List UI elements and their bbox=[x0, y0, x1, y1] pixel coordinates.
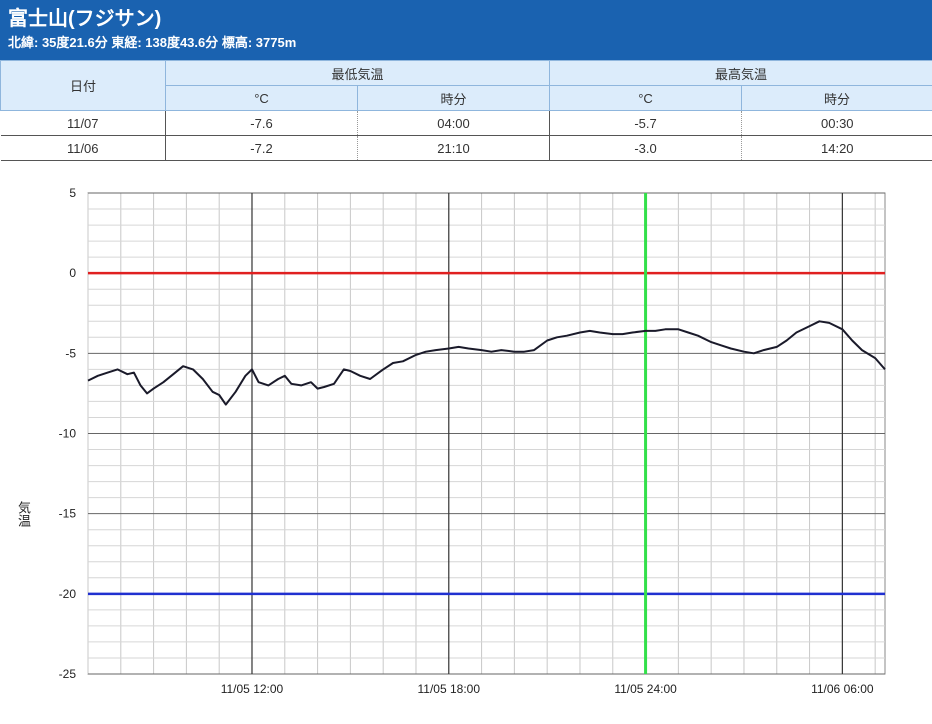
station-header: 富士山(フジサン) 北緯: 35度21.6分 東経: 138度43.6分 標高:… bbox=[0, 0, 932, 60]
row-min-time: 04:00 bbox=[356, 110, 550, 136]
row-min-temp: -7.6 bbox=[165, 110, 358, 136]
station-title: 富士山(フジサン) bbox=[8, 8, 162, 30]
chart-svg: 5 0 -5 -10 -15 -20 -25 11/05 12:00 11/05 18:00 11… bbox=[59, 186, 886, 696]
y-tick-label: -15 bbox=[59, 507, 77, 521]
max-time-header: 時分 bbox=[741, 85, 932, 111]
row-max-temp: -5.7 bbox=[549, 110, 742, 136]
x-tick-label: 11/05 18:00 bbox=[418, 682, 481, 696]
table-row: 11/06 -7.2 21:10 -3.0 14:20 bbox=[0, 135, 932, 161]
row-max-temp: -3.0 bbox=[549, 135, 742, 161]
row-max-time: 00:30 bbox=[741, 110, 932, 136]
y-tick-label: 0 bbox=[69, 266, 76, 280]
y-tick-label: 5 bbox=[69, 186, 76, 200]
row-date: 11/06 bbox=[0, 135, 166, 161]
temperature-chart: 気温 5 0 -5 -10 -15 -20 -25 11/05 12:00 11/05 18:0… bbox=[0, 161, 932, 719]
x-tick-label: 11/06 06:00 bbox=[811, 682, 874, 696]
y-tick-label: -25 bbox=[59, 667, 77, 681]
y-tick-label: -10 bbox=[59, 427, 77, 441]
y-axis-label: 気温 bbox=[16, 501, 31, 527]
row-date: 11/07 bbox=[0, 110, 166, 136]
row-max-time: 14:20 bbox=[741, 135, 932, 161]
temperature-table: 日付 最低気温 最高気温 °C 時分 °C 時分 11/07 -7.6 04:0… bbox=[0, 60, 932, 161]
row-min-temp: -7.2 bbox=[165, 135, 358, 161]
y-tick-label: -20 bbox=[59, 587, 77, 601]
row-min-time: 21:10 bbox=[356, 135, 550, 161]
date-header: 日付 bbox=[0, 60, 166, 111]
table-row: 11/07 -7.6 04:00 -5.7 00:30 bbox=[0, 110, 932, 136]
y-tick-label: -5 bbox=[65, 346, 76, 360]
x-tick-label: 11/05 24:00 bbox=[614, 682, 677, 696]
min-unit-header: °C bbox=[165, 85, 358, 111]
x-tick-label: 11/05 12:00 bbox=[221, 682, 284, 696]
max-temp-header: 最高気温 bbox=[549, 60, 932, 86]
max-unit-header: °C bbox=[549, 85, 743, 111]
temperature-series-line bbox=[87, 320, 886, 406]
min-time-header: 時分 bbox=[356, 85, 551, 111]
min-temp-header: 最低気温 bbox=[164, 60, 551, 86]
station-coordinates: 北緯: 35度21.6分 東経: 138度43.6分 標高: 3775m bbox=[8, 35, 297, 50]
